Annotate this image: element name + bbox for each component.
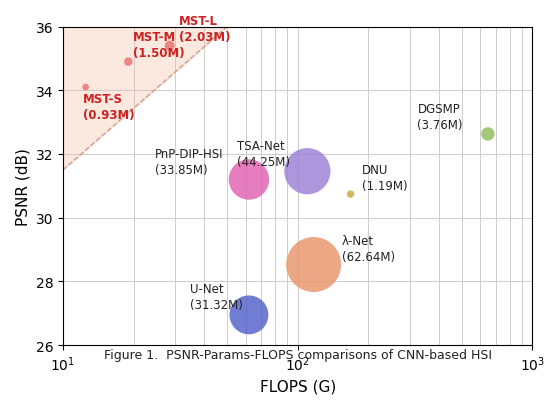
- Point: [245, 177, 254, 183]
- Text: DNU
(1.19M): DNU (1.19M): [362, 164, 408, 193]
- Text: Figure 1.  PSNR-Params-FLOPS comparisons of CNN-based HSI: Figure 1. PSNR-Params-FLOPS comparisons …: [104, 348, 492, 361]
- Text: MST-M
(1.50M): MST-M (1.50M): [133, 31, 185, 60]
- Polygon shape: [63, 27, 227, 171]
- X-axis label: FLOPS (G): FLOPS (G): [259, 379, 336, 394]
- Text: λ-Net
(62.64M): λ-Net (62.64M): [342, 234, 395, 263]
- Point: [309, 262, 318, 268]
- Point: [346, 191, 355, 198]
- Text: PnP-DIP-HSI
(33.85M): PnP-DIP-HSI (33.85M): [155, 147, 223, 176]
- Text: U-Net
(31.32M): U-Net (31.32M): [190, 282, 243, 311]
- Point: [483, 131, 492, 138]
- Point: [81, 85, 90, 91]
- Point: [165, 43, 174, 50]
- Text: MST-S
(0.93M): MST-S (0.93M): [83, 93, 135, 121]
- Text: MST-L
(2.03M): MST-L (2.03M): [179, 15, 231, 44]
- Point: [245, 312, 254, 318]
- Point: [124, 59, 133, 66]
- Text: TSA-Net
(44.25M): TSA-Net (44.25M): [237, 139, 290, 169]
- Text: DGSMP
(3.76M): DGSMP (3.76M): [417, 103, 463, 132]
- Y-axis label: PSNR (dB): PSNR (dB): [15, 148, 30, 225]
- Point: [303, 169, 312, 175]
